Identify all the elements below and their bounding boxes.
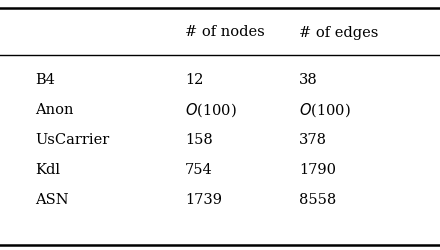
- Text: 38: 38: [299, 73, 318, 87]
- Text: 8558: 8558: [299, 193, 337, 207]
- Text: Anon: Anon: [35, 103, 74, 117]
- Text: ASN: ASN: [35, 193, 69, 207]
- Text: $O$(100): $O$(100): [185, 101, 237, 119]
- Text: 158: 158: [185, 133, 213, 147]
- Text: $O$(100): $O$(100): [299, 101, 351, 119]
- Text: UsCarrier: UsCarrier: [35, 133, 110, 147]
- Text: 12: 12: [185, 73, 203, 87]
- Text: B4: B4: [35, 73, 55, 87]
- Text: 1739: 1739: [185, 193, 222, 207]
- Text: # of edges: # of edges: [299, 26, 378, 40]
- Text: Kdl: Kdl: [35, 163, 60, 177]
- Text: 1790: 1790: [299, 163, 336, 177]
- Text: 754: 754: [185, 163, 213, 177]
- Text: # of nodes: # of nodes: [185, 26, 264, 40]
- Text: 378: 378: [299, 133, 327, 147]
